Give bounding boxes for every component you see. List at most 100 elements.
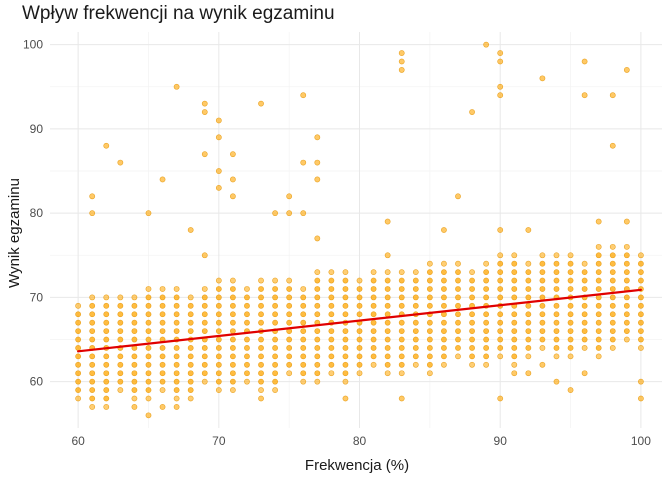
data-point (258, 336, 264, 343)
data-point (497, 395, 504, 402)
data-point (356, 336, 363, 343)
data-point (272, 311, 279, 318)
data-point (215, 302, 222, 309)
data-point (497, 260, 504, 267)
data-point (356, 302, 363, 309)
data-point (384, 286, 391, 292)
data-point (258, 387, 264, 393)
data-point (469, 361, 475, 368)
data-point (525, 294, 532, 301)
data-point (229, 311, 236, 318)
data-point (567, 345, 574, 351)
data-point (300, 286, 307, 292)
data-point (201, 370, 208, 377)
data-point (469, 294, 475, 301)
data-point (581, 260, 588, 267)
data-point (244, 294, 250, 301)
data-point (370, 319, 377, 326)
data-point (356, 370, 363, 377)
data-point (441, 227, 447, 233)
data-point (159, 311, 166, 318)
data-point (173, 294, 180, 301)
data-point (384, 277, 391, 284)
data-point (75, 311, 82, 318)
data-point (117, 361, 124, 368)
data-point (426, 370, 433, 377)
data-point (398, 277, 405, 284)
data-point (286, 193, 293, 200)
data-point (272, 286, 279, 292)
data-point (483, 260, 490, 267)
data-point (370, 353, 377, 360)
data-point (483, 328, 490, 335)
data-point (300, 378, 307, 385)
data-point (483, 353, 490, 360)
data-point (201, 151, 208, 158)
y-tick-label: 60 (30, 375, 44, 389)
data-point (637, 277, 644, 284)
data-point (187, 345, 194, 351)
data-point (314, 361, 321, 368)
data-point (201, 302, 208, 309)
data-point (328, 269, 335, 276)
data-point (539, 361, 546, 368)
data-point (300, 328, 307, 335)
data-point (384, 302, 391, 309)
data-point (314, 353, 321, 360)
data-point (412, 336, 419, 343)
data-point (159, 361, 166, 368)
data-point (511, 294, 518, 301)
data-point (623, 260, 630, 267)
data-point (314, 336, 321, 343)
data-point (567, 277, 574, 284)
data-point (511, 361, 518, 368)
data-point (103, 378, 110, 385)
data-point (441, 269, 447, 276)
data-point (595, 252, 602, 259)
data-point (469, 328, 475, 335)
data-point (497, 252, 504, 259)
data-point (328, 277, 335, 284)
data-point (215, 168, 222, 174)
data-point (553, 311, 560, 318)
data-point (201, 100, 208, 107)
data-point (567, 387, 574, 393)
data-point (145, 311, 152, 318)
data-point (229, 151, 236, 158)
data-point (384, 269, 391, 276)
data-point (455, 345, 461, 351)
data-point (342, 353, 349, 360)
data-point (131, 328, 138, 335)
data-point (567, 353, 574, 360)
data-point (314, 159, 321, 166)
data-point (595, 302, 602, 309)
data-point (539, 319, 546, 326)
data-point (553, 319, 560, 326)
data-point (637, 252, 644, 259)
data-point (398, 328, 405, 335)
data-point (370, 328, 377, 335)
data-point (441, 336, 447, 343)
data-point (609, 142, 616, 149)
data-point (384, 294, 391, 301)
data-point (441, 277, 447, 284)
data-point (525, 345, 532, 351)
data-point (426, 294, 433, 301)
data-point (159, 319, 166, 326)
data-point (215, 277, 222, 284)
data-point (286, 370, 293, 377)
data-point (370, 336, 377, 343)
data-point (229, 294, 236, 301)
data-point (75, 370, 82, 377)
data-point (637, 336, 644, 343)
data-point (314, 269, 321, 276)
data-point (483, 345, 490, 351)
data-point (286, 353, 293, 360)
data-point (215, 345, 222, 351)
data-point (398, 286, 405, 292)
data-point (201, 319, 208, 326)
data-point (173, 83, 180, 90)
data-point (215, 311, 222, 318)
data-point (244, 345, 250, 351)
